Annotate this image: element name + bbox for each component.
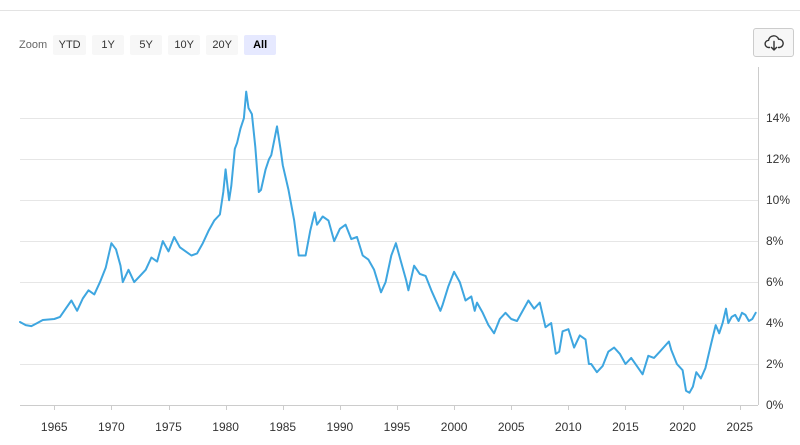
- x-tick-label: 2020: [669, 420, 696, 434]
- x-axis: 1965 1970 1975 1980 1985 1990 1995 2000 2005 2010…: [41, 405, 753, 434]
- x-tick-label: 1965: [41, 420, 68, 434]
- zoom-20y-button[interactable]: 20Y: [206, 35, 239, 55]
- range-selector: Zoom YTD 1Y 5Y 10Y 20Y All: [19, 35, 282, 55]
- x-tick-label: 2015: [612, 420, 639, 434]
- x-tick-label: 1995: [384, 420, 411, 434]
- x-tick-label: 2010: [555, 420, 582, 434]
- y-tick-label: 14%: [766, 111, 790, 125]
- zoom-all-button[interactable]: All: [244, 35, 277, 55]
- x-tick-label: 1975: [155, 420, 182, 434]
- y-tick-label: 6%: [766, 275, 784, 289]
- y-tick-label: 12%: [766, 152, 790, 166]
- x-tick-label: 1990: [327, 420, 354, 434]
- y-tick-label: 10%: [766, 193, 790, 207]
- x-tick-label: 2000: [441, 420, 468, 434]
- zoom-label: Zoom: [19, 39, 48, 51]
- cloud-download-icon: [763, 34, 784, 51]
- y-tick-label: 2%: [766, 357, 784, 371]
- y-tick-label: 4%: [766, 316, 784, 330]
- export-button[interactable]: [753, 28, 794, 57]
- zoom-1y-button[interactable]: 1Y: [92, 35, 125, 55]
- x-tick-label: 1985: [269, 420, 296, 434]
- top-bar: [0, 0, 800, 11]
- x-tick-label: 1980: [212, 420, 239, 434]
- series-layer: [19, 90, 757, 394]
- x-tick-label: 2025: [726, 420, 753, 434]
- y-axis: 0% 2% 4% 6% 8% 10% 12% 14%: [766, 111, 790, 412]
- grid: [20, 118, 758, 365]
- y-tick-label: 8%: [766, 234, 784, 248]
- y-tick-label: 0%: [766, 398, 784, 412]
- x-tick-label: 1970: [98, 420, 125, 434]
- zoom-10y-button[interactable]: 10Y: [168, 35, 201, 55]
- zoom-5y-button[interactable]: 5Y: [130, 35, 163, 55]
- x-tick-label: 2005: [498, 420, 525, 434]
- zoom-ytd-button[interactable]: YTD: [53, 35, 87, 55]
- series-line: [19, 90, 757, 394]
